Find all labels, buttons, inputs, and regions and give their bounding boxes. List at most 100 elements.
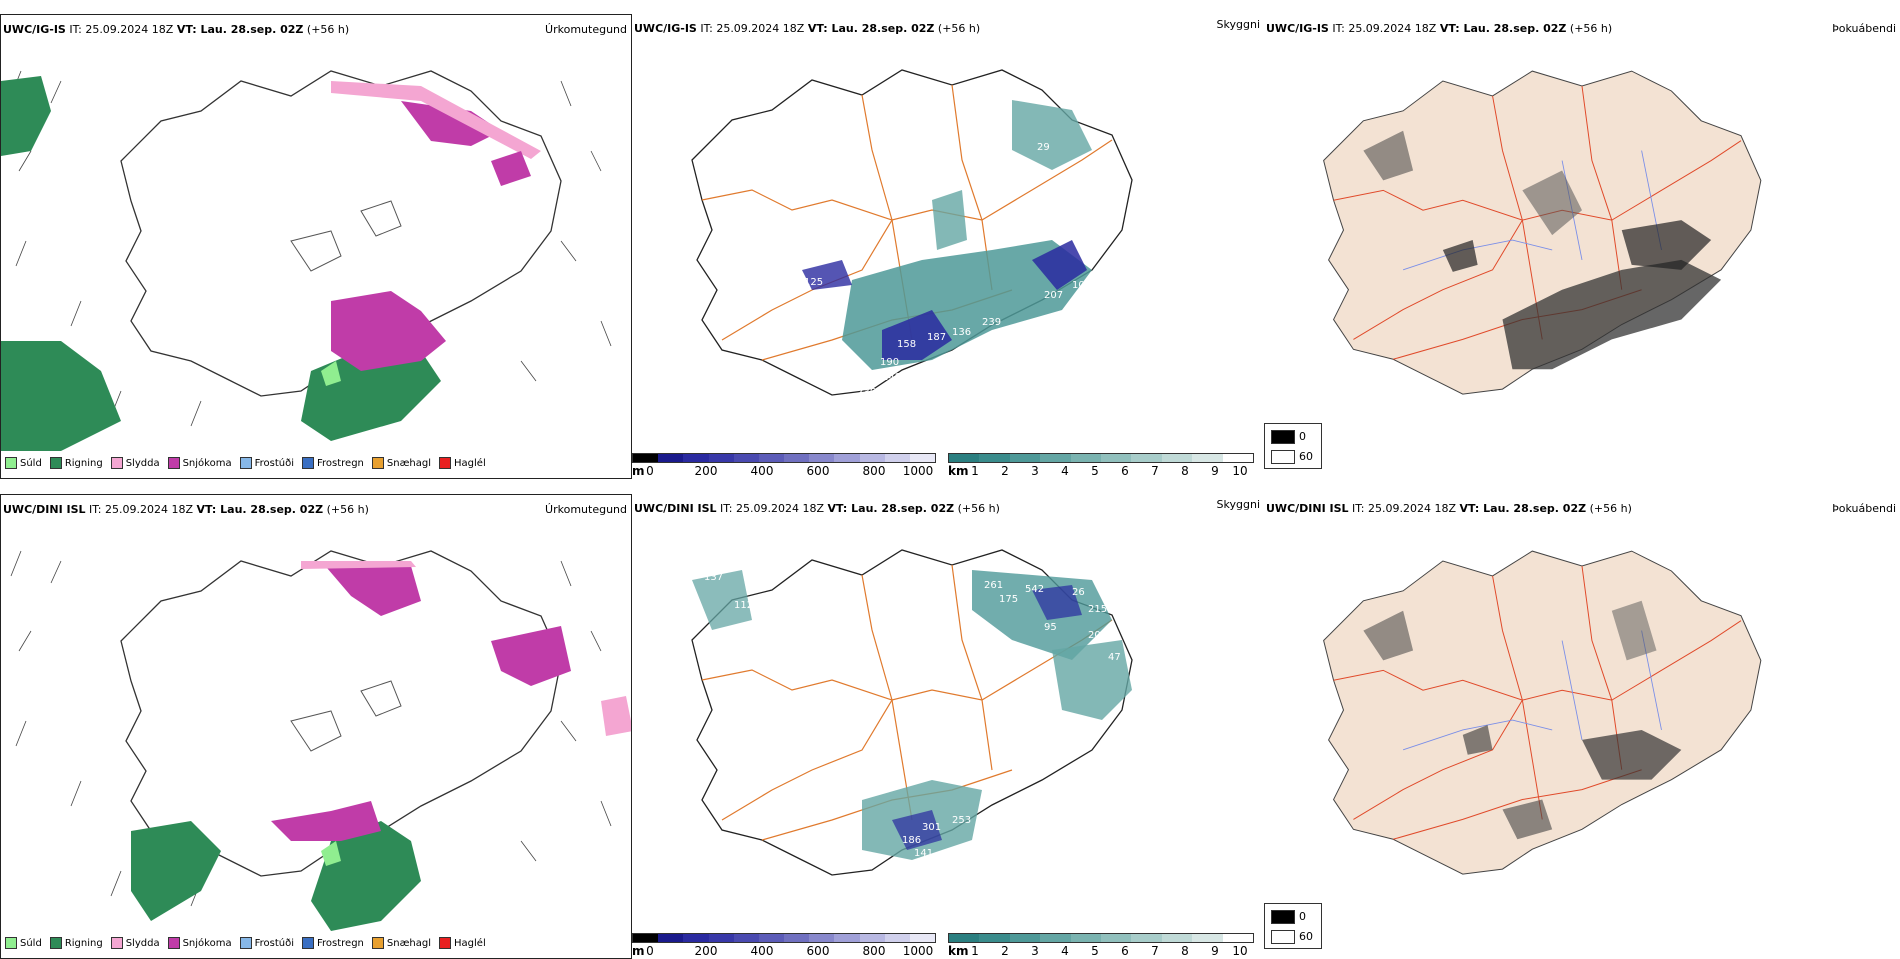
precip-type-panel-row2: UWC/DINI ISL IT: 25.09.2024 18Z VT: Lau.… xyxy=(0,494,632,959)
cloudbase-label: 203 xyxy=(1150,664,1169,675)
model-name: UWC/DINI ISL xyxy=(1266,502,1349,515)
visibility-tick: 3 xyxy=(1031,464,1039,478)
cloudbase-label: 76 xyxy=(942,365,955,376)
init-time: IT: 25.09.2024 18Z xyxy=(700,22,805,35)
legend-item: Súld xyxy=(5,937,42,949)
cloudbase-label: 47 xyxy=(1108,652,1121,663)
iceland-fog-map xyxy=(1323,70,1762,395)
cloudbase-label: 112 xyxy=(734,600,753,611)
cloudbase-tick: 600 xyxy=(806,464,830,478)
init-time: IT: 25.09.2024 18Z xyxy=(1352,502,1457,515)
legend-label: Slydda xyxy=(125,457,160,469)
model-name: UWC/IG-IS xyxy=(1266,22,1329,35)
panel-header: UWC/IG-IS IT: 25.09.2024 18Z VT: Lau. 28… xyxy=(1266,22,1896,35)
visibility-unit: km xyxy=(948,464,969,478)
legend-swatch xyxy=(5,457,17,469)
panel-header: UWC/DINI ISL IT: 25.09.2024 18Z VT: Lau.… xyxy=(1266,502,1896,515)
legend-swatch xyxy=(439,457,452,469)
panel-title: Skyggni xyxy=(1216,498,1260,511)
panel-header: UWC/DINI ISL IT: 25.09.2024 18Z VT: Lau.… xyxy=(634,498,1260,515)
valid-time: VT: Lau. 28.sep. 02Z xyxy=(1459,502,1587,515)
legend-label: Rigning xyxy=(64,937,103,949)
fog-legend: 0 60 xyxy=(1264,903,1322,949)
legend-label: Frostúði xyxy=(254,457,294,469)
cloudbase-label: 45 xyxy=(727,772,740,783)
visibility-tick: 7 xyxy=(1151,464,1159,478)
cloudbase-label: 104 xyxy=(1052,322,1071,333)
legend-swatch xyxy=(239,937,252,949)
valid-time: VT: Lau. 28.sep. 02Z xyxy=(196,503,324,516)
legend-label: Frostregn xyxy=(317,457,364,469)
panel-title: Úrkomutegund xyxy=(545,23,627,36)
legend-item: Rigning xyxy=(49,937,103,949)
model-name: UWC/IG-IS xyxy=(634,22,697,35)
legend-label: Slydda xyxy=(125,937,160,949)
legend-item: Snæhagl xyxy=(371,457,431,469)
legend-label: Snjókoma xyxy=(182,937,232,949)
cloudbase-tick: 0 xyxy=(646,944,654,958)
fog-legend-label: 60 xyxy=(1299,450,1313,463)
cloudbase-label: 542 xyxy=(1025,584,1044,595)
fog-panel-row1: UWC/IG-IS IT: 25.09.2024 18Z VT: Lau. 28… xyxy=(1264,14,1900,479)
legend-swatch xyxy=(439,937,452,949)
cloudbase-unit: m xyxy=(632,944,645,958)
cloudbase-tick: 800 xyxy=(862,464,886,478)
cloudbase-label: 29 xyxy=(1037,142,1050,153)
legend-item: Rigning xyxy=(49,457,103,469)
lead-time: (+56 h) xyxy=(957,502,1000,515)
cloudbase-label: 215 xyxy=(1088,604,1107,615)
lead-time: (+56 h) xyxy=(326,503,369,516)
iceland-precip-map xyxy=(1,70,612,451)
cloudbase-label: 36 xyxy=(1122,607,1135,618)
cloudbase-colorbar: m 0 200 400 600 800 1000 xyxy=(632,933,936,958)
cloudbase-label: 190 xyxy=(880,357,899,368)
cloudbase-tick: 400 xyxy=(750,464,774,478)
cloudbase-label: 239 xyxy=(982,317,1001,328)
iceland-outline xyxy=(1323,550,1762,875)
cloudbase-label: 200 xyxy=(1088,630,1107,641)
cloudbase-label: 301 xyxy=(922,822,941,833)
legend-item: Haglél xyxy=(439,937,486,949)
legend-label: Súld xyxy=(20,937,42,949)
cloudbase-unit: m xyxy=(632,464,645,478)
cloudbase-label: 137 xyxy=(704,572,723,583)
model-name: UWC/IG-IS xyxy=(3,23,66,36)
cloudbase-label: 187 xyxy=(927,332,946,343)
visibility-tick: 4 xyxy=(1061,944,1069,958)
legend-swatch xyxy=(239,457,252,469)
legend-label: Haglél xyxy=(454,937,486,949)
visibility-tick: 9 xyxy=(1211,464,1219,478)
iceland-cloud-visibility-map: 29 61 125 239 136 187 158 190 66 76 128 … xyxy=(691,69,1133,398)
legend-item: Snæhagl xyxy=(371,937,432,949)
cloudbase-tick: 1000 xyxy=(902,944,934,958)
iceland-fog-map xyxy=(1323,550,1762,875)
cloudbase-label: 291 xyxy=(1152,652,1171,663)
visibility-colorbar: km 1 2 3 4 5 6 7 8 9 10 xyxy=(948,933,1254,958)
iceland-precip-map xyxy=(10,550,631,931)
cloudbase-tick: 400 xyxy=(750,944,774,958)
cloudbase-tick: 600 xyxy=(806,944,830,958)
init-time: IT: 25.09.2024 18Z xyxy=(1332,22,1437,35)
cloudbase-label: 103 xyxy=(1030,330,1049,341)
iceland-cloud-visibility-map: 261 175 542 26 215 36 95 200 47 99 291 2… xyxy=(691,549,1171,876)
legend-swatch xyxy=(5,937,17,949)
visibility-tick: 5 xyxy=(1091,944,1099,958)
cloudbase-label: 26 xyxy=(1072,587,1085,598)
cloudbase-label: 158 xyxy=(897,339,916,350)
fog-legend-swatch xyxy=(1271,450,1295,464)
init-time: IT: 25.09.2024 18Z xyxy=(720,502,825,515)
visibility-tick: 8 xyxy=(1181,464,1189,478)
legend-item: Slydda xyxy=(110,937,160,949)
cloudbase-tick: 200 xyxy=(694,944,718,958)
legend-label: Rigning xyxy=(64,457,103,469)
legend-swatch xyxy=(302,937,314,949)
fog-panel-row2: UWC/DINI ISL IT: 25.09.2024 18Z VT: Lau.… xyxy=(1264,494,1900,959)
lead-time: (+56 h) xyxy=(1589,502,1632,515)
legend-item: Frostregn xyxy=(302,937,364,949)
legend-label: Frostúði xyxy=(254,937,294,949)
legend-item: Frostúði xyxy=(239,937,294,949)
visibility-tick: 2 xyxy=(1001,464,1009,478)
fog-legend: 0 60 xyxy=(1264,423,1322,469)
legend-label: Snæhagl xyxy=(386,937,432,949)
panel-title: Þokuábendi xyxy=(1832,502,1896,515)
